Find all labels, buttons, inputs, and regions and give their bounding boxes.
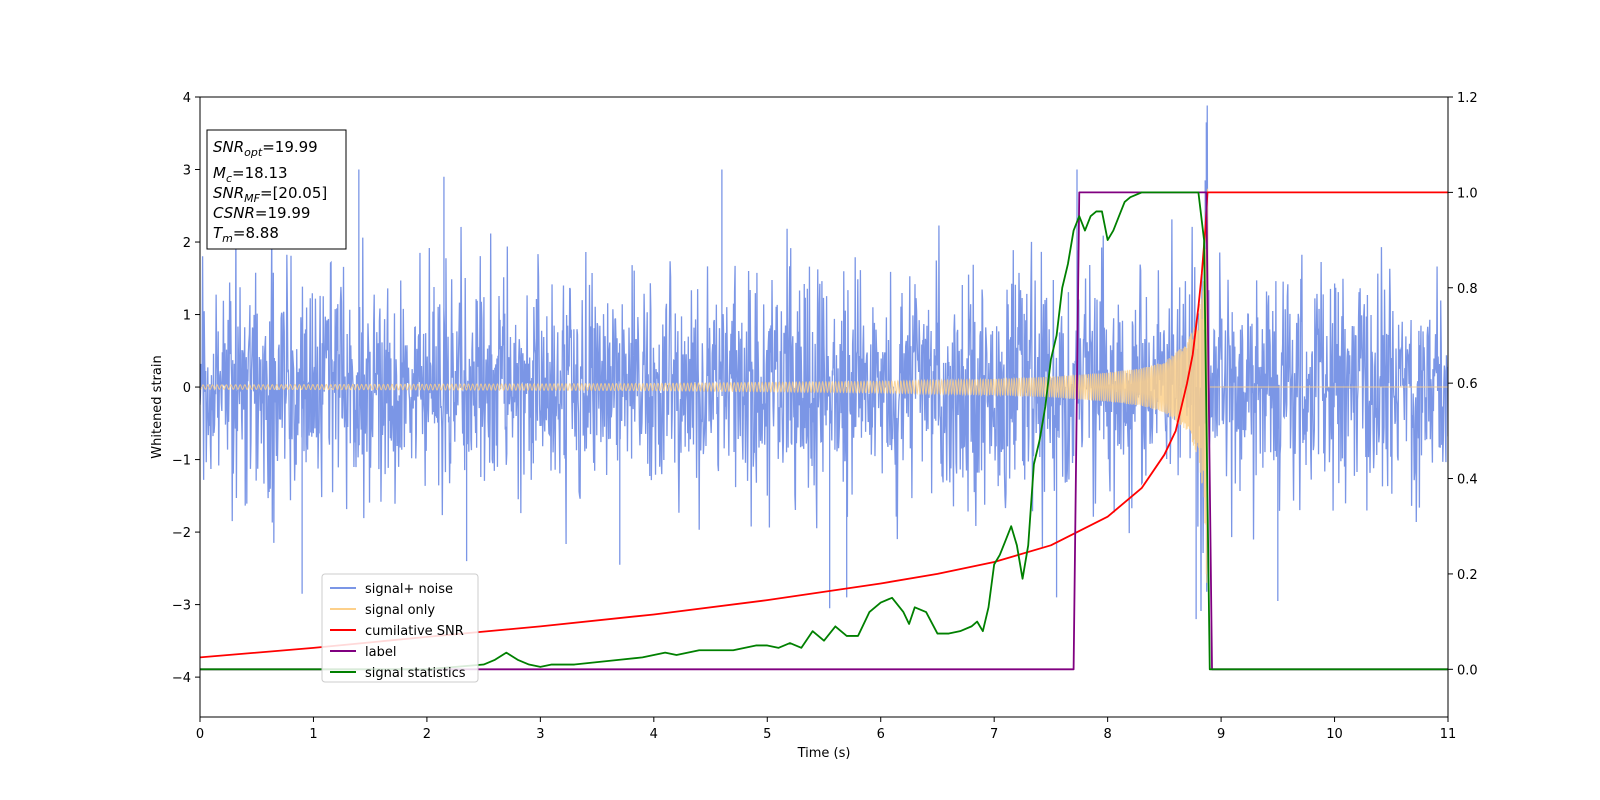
legend-entry: signal statistics <box>365 666 466 681</box>
y-tick-label: 4 <box>183 91 191 106</box>
y2-tick-label: 0.0 <box>1457 663 1478 678</box>
legend: signal+ noise signal only cumilative SNR la… <box>321 573 479 683</box>
info-mc: Mc=18.13 <box>213 164 288 185</box>
y2-tick-label: 1.2 <box>1457 91 1478 106</box>
y-tick-label: −1 <box>172 454 191 469</box>
x-tick-label: 7 <box>990 727 998 742</box>
x-tick-label: 11 <box>1440 727 1457 742</box>
legend-entry: signal only <box>365 603 435 618</box>
info-snr-opt: SNRopt=19.99 <box>213 138 318 159</box>
info-box-frame <box>206 129 347 250</box>
x-tick-label: 1 <box>309 727 317 742</box>
legend-entry: signal+ noise <box>365 582 453 597</box>
x-tick-label: 3 <box>536 727 544 742</box>
y-tick-label: 0 <box>183 381 191 396</box>
legend-frame <box>321 573 479 683</box>
y-tick-label: −4 <box>172 671 191 686</box>
series-signal-statistics <box>200 191 1448 671</box>
series-layer <box>200 105 1448 671</box>
x-tick-label: 6 <box>877 727 885 742</box>
x-tick-label: 4 <box>650 727 658 742</box>
legend-entry: label <box>365 645 396 660</box>
y-axis-right: 1.2 1.0 0.8 0.6 0.4 0.2 0.0 <box>1448 91 1478 678</box>
y-axis-label: Whitened strain <box>150 355 165 458</box>
y2-tick-label: 0.6 <box>1457 377 1478 392</box>
y-tick-label: 2 <box>183 236 191 251</box>
x-tick-label: 5 <box>763 727 771 742</box>
y-tick-label: 1 <box>183 309 191 324</box>
y2-tick-label: 0.4 <box>1457 473 1478 488</box>
y2-tick-label: 0.8 <box>1457 282 1478 297</box>
x-tick-label: 10 <box>1326 727 1343 742</box>
x-tick-label: 2 <box>423 727 431 742</box>
y-tick-label: 3 <box>183 164 191 179</box>
series-signal-noise <box>200 105 1448 620</box>
legend-entry: cumilative SNR <box>365 624 464 639</box>
series-signal-only <box>200 188 1448 583</box>
info-csnr: CSNR=19.99 <box>213 204 310 222</box>
x-tick-label: 9 <box>1217 727 1225 742</box>
series-cumulative-snr <box>200 191 1448 659</box>
y-axis-left: 4 3 2 1 0 −1 −2 −3 −4 <box>172 91 200 686</box>
plot-area <box>200 105 1448 671</box>
x-axis-label: Time (s) <box>797 746 851 761</box>
info-snr-mf: SNRMF=[20.05] <box>213 184 327 205</box>
info-box: SNRopt=19.99 Mc=18.13 SNRMF=[20.05] CSNR… <box>206 129 347 250</box>
y2-tick-label: 0.2 <box>1457 568 1478 583</box>
x-axis: 0 1 2 3 4 5 6 7 8 9 10 11 <box>196 717 1456 742</box>
y-tick-label: −2 <box>172 526 191 541</box>
y2-tick-label: 1.0 <box>1457 186 1478 201</box>
info-tm: Tm=8.88 <box>213 224 279 245</box>
plot-frame <box>199 96 1449 718</box>
y-tick-label: −3 <box>172 599 191 614</box>
x-tick-label: 0 <box>196 727 204 742</box>
x-tick-label: 8 <box>1103 727 1111 742</box>
